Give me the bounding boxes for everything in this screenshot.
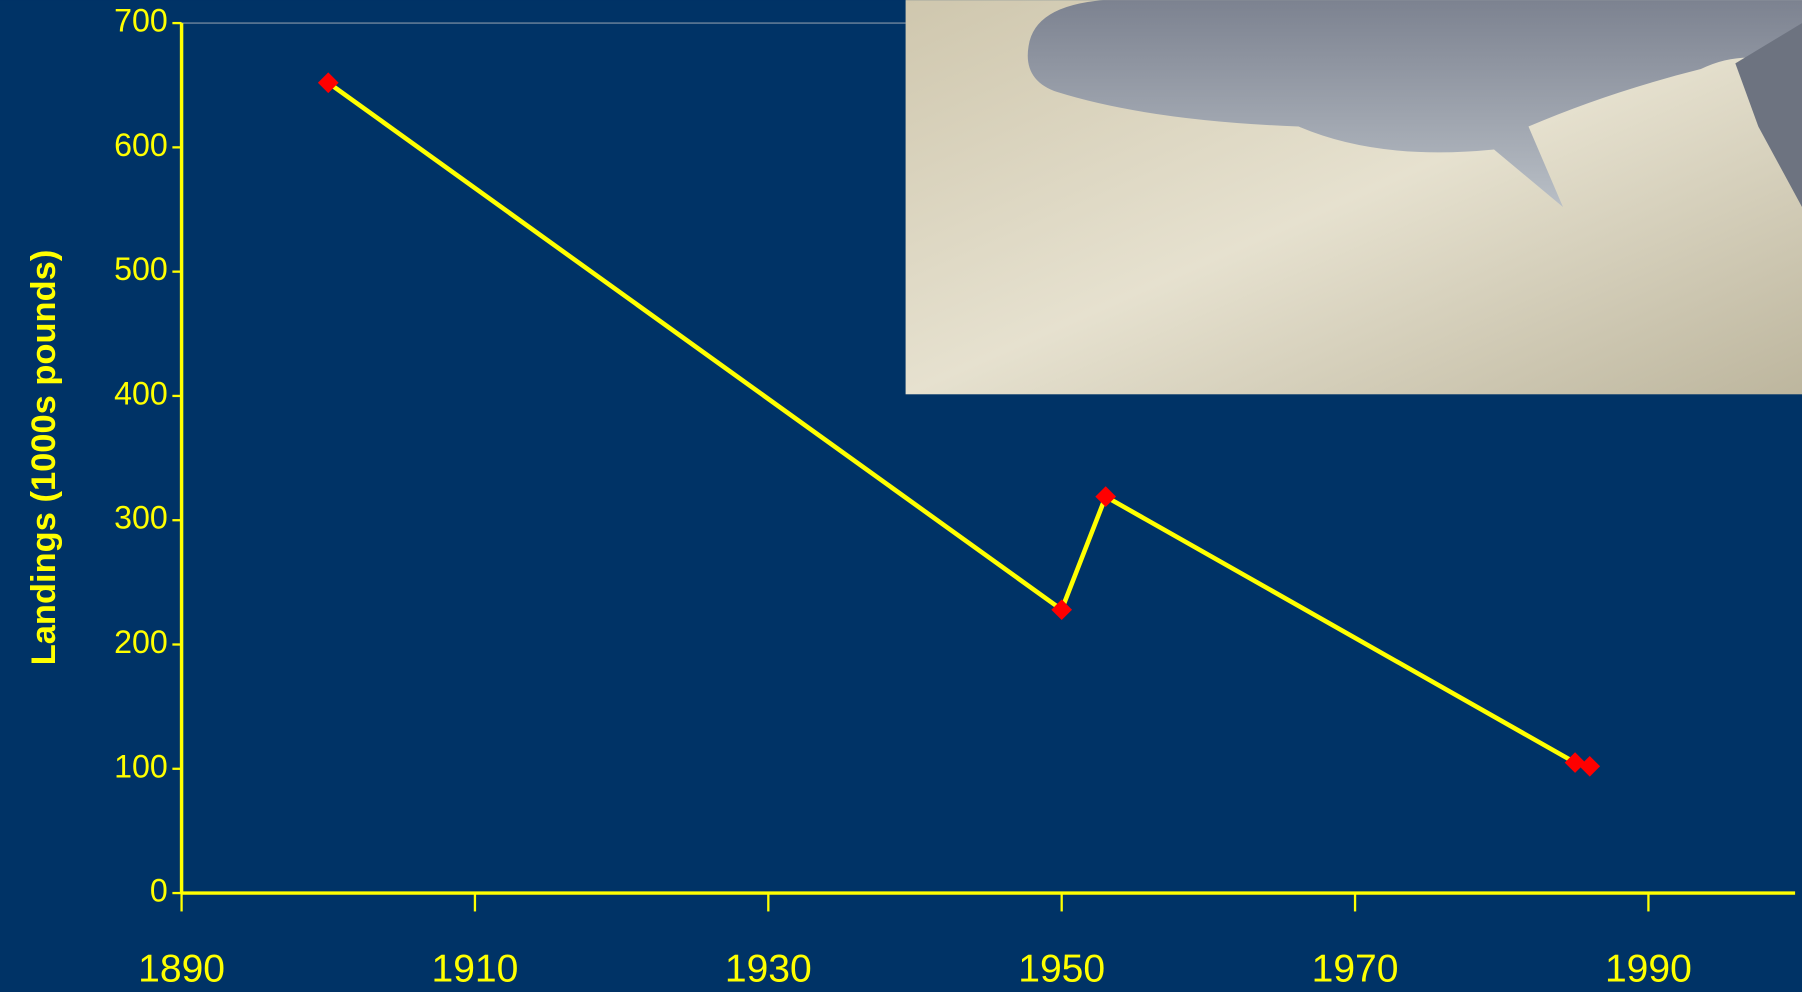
- marker: [1051, 599, 1073, 621]
- y-tick-label: 200: [114, 624, 168, 660]
- marker: [1579, 755, 1601, 777]
- x-tick-label: 1930: [725, 948, 812, 991]
- photo-fish: [1027, 0, 1802, 207]
- marker: [1564, 752, 1586, 773]
- y-tick-label: 0: [150, 873, 168, 909]
- plot: [317, 72, 1601, 777]
- y-tick-label: 100: [114, 748, 168, 784]
- y-axis-label: Landings (1000s pounds): [25, 250, 63, 666]
- axes: 0 100 200 300 400 500 600 700 1890 1910 1930 1950 19…: [114, 3, 1796, 991]
- x-tick-label: 1970: [1312, 948, 1399, 991]
- y-tick-label: 700: [114, 3, 168, 39]
- x-tick-label: 1890: [138, 948, 225, 991]
- x-tick-label: 1950: [1018, 948, 1105, 991]
- photo-fish-tail: [1735, 23, 1802, 207]
- y-tick-label: 600: [114, 127, 168, 163]
- y-tick-label: 300: [114, 500, 168, 536]
- y-tick-label: 500: [114, 251, 168, 287]
- photo: [905, 0, 1802, 395]
- marker: [317, 72, 339, 94]
- x-tick-label: 1990: [1605, 948, 1692, 991]
- x-tick-label: 1910: [431, 948, 518, 991]
- y-tick-label: 400: [114, 375, 168, 411]
